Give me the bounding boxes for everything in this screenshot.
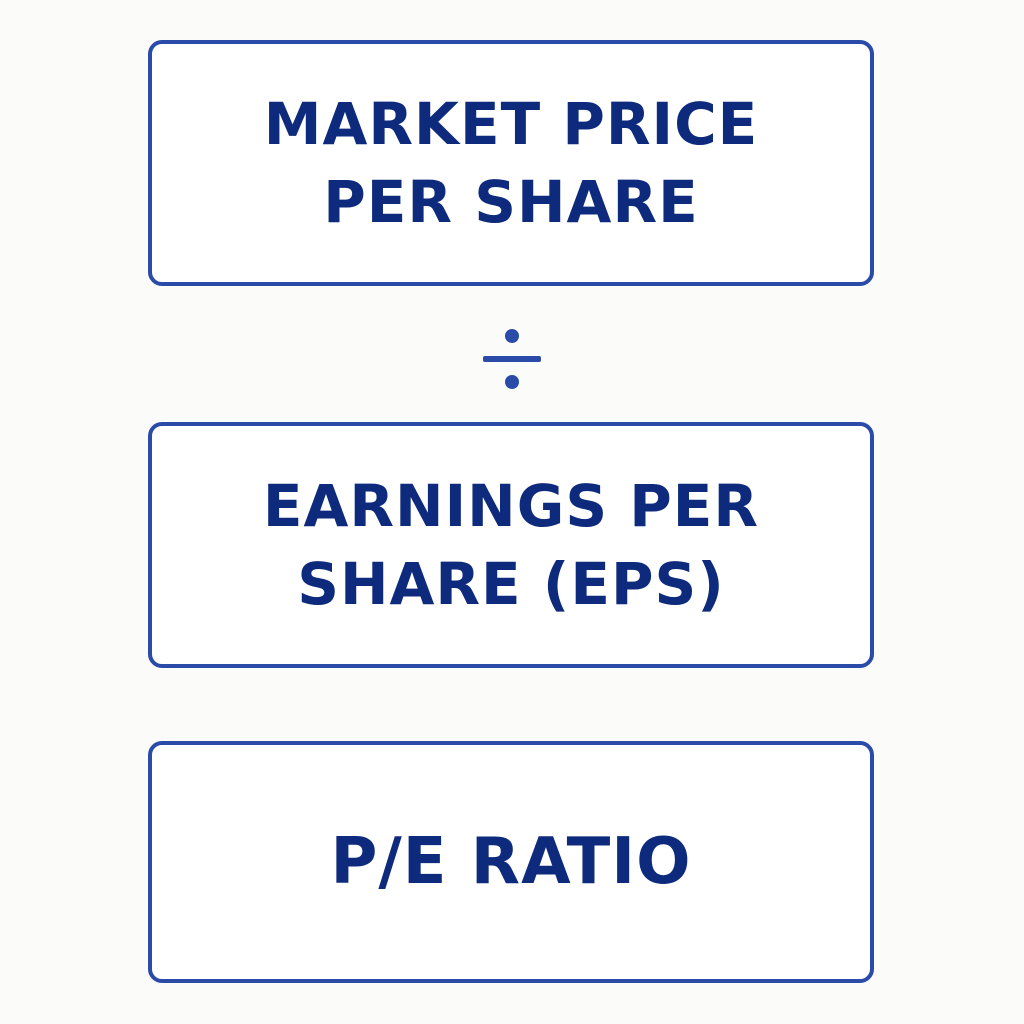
denominator-label: EARNINGS PER SHARE (EPS) <box>262 472 760 618</box>
result-label: P/E RATIO <box>330 825 692 899</box>
result-box: P/E RATIO <box>148 741 874 983</box>
numerator-box: MARKET PRICE PER SHARE <box>148 40 874 286</box>
denominator-box: EARNINGS PER SHARE (EPS) <box>148 422 874 668</box>
divide-icon <box>483 329 541 389</box>
numerator-label: MARKET PRICE PER SHARE <box>263 90 759 236</box>
